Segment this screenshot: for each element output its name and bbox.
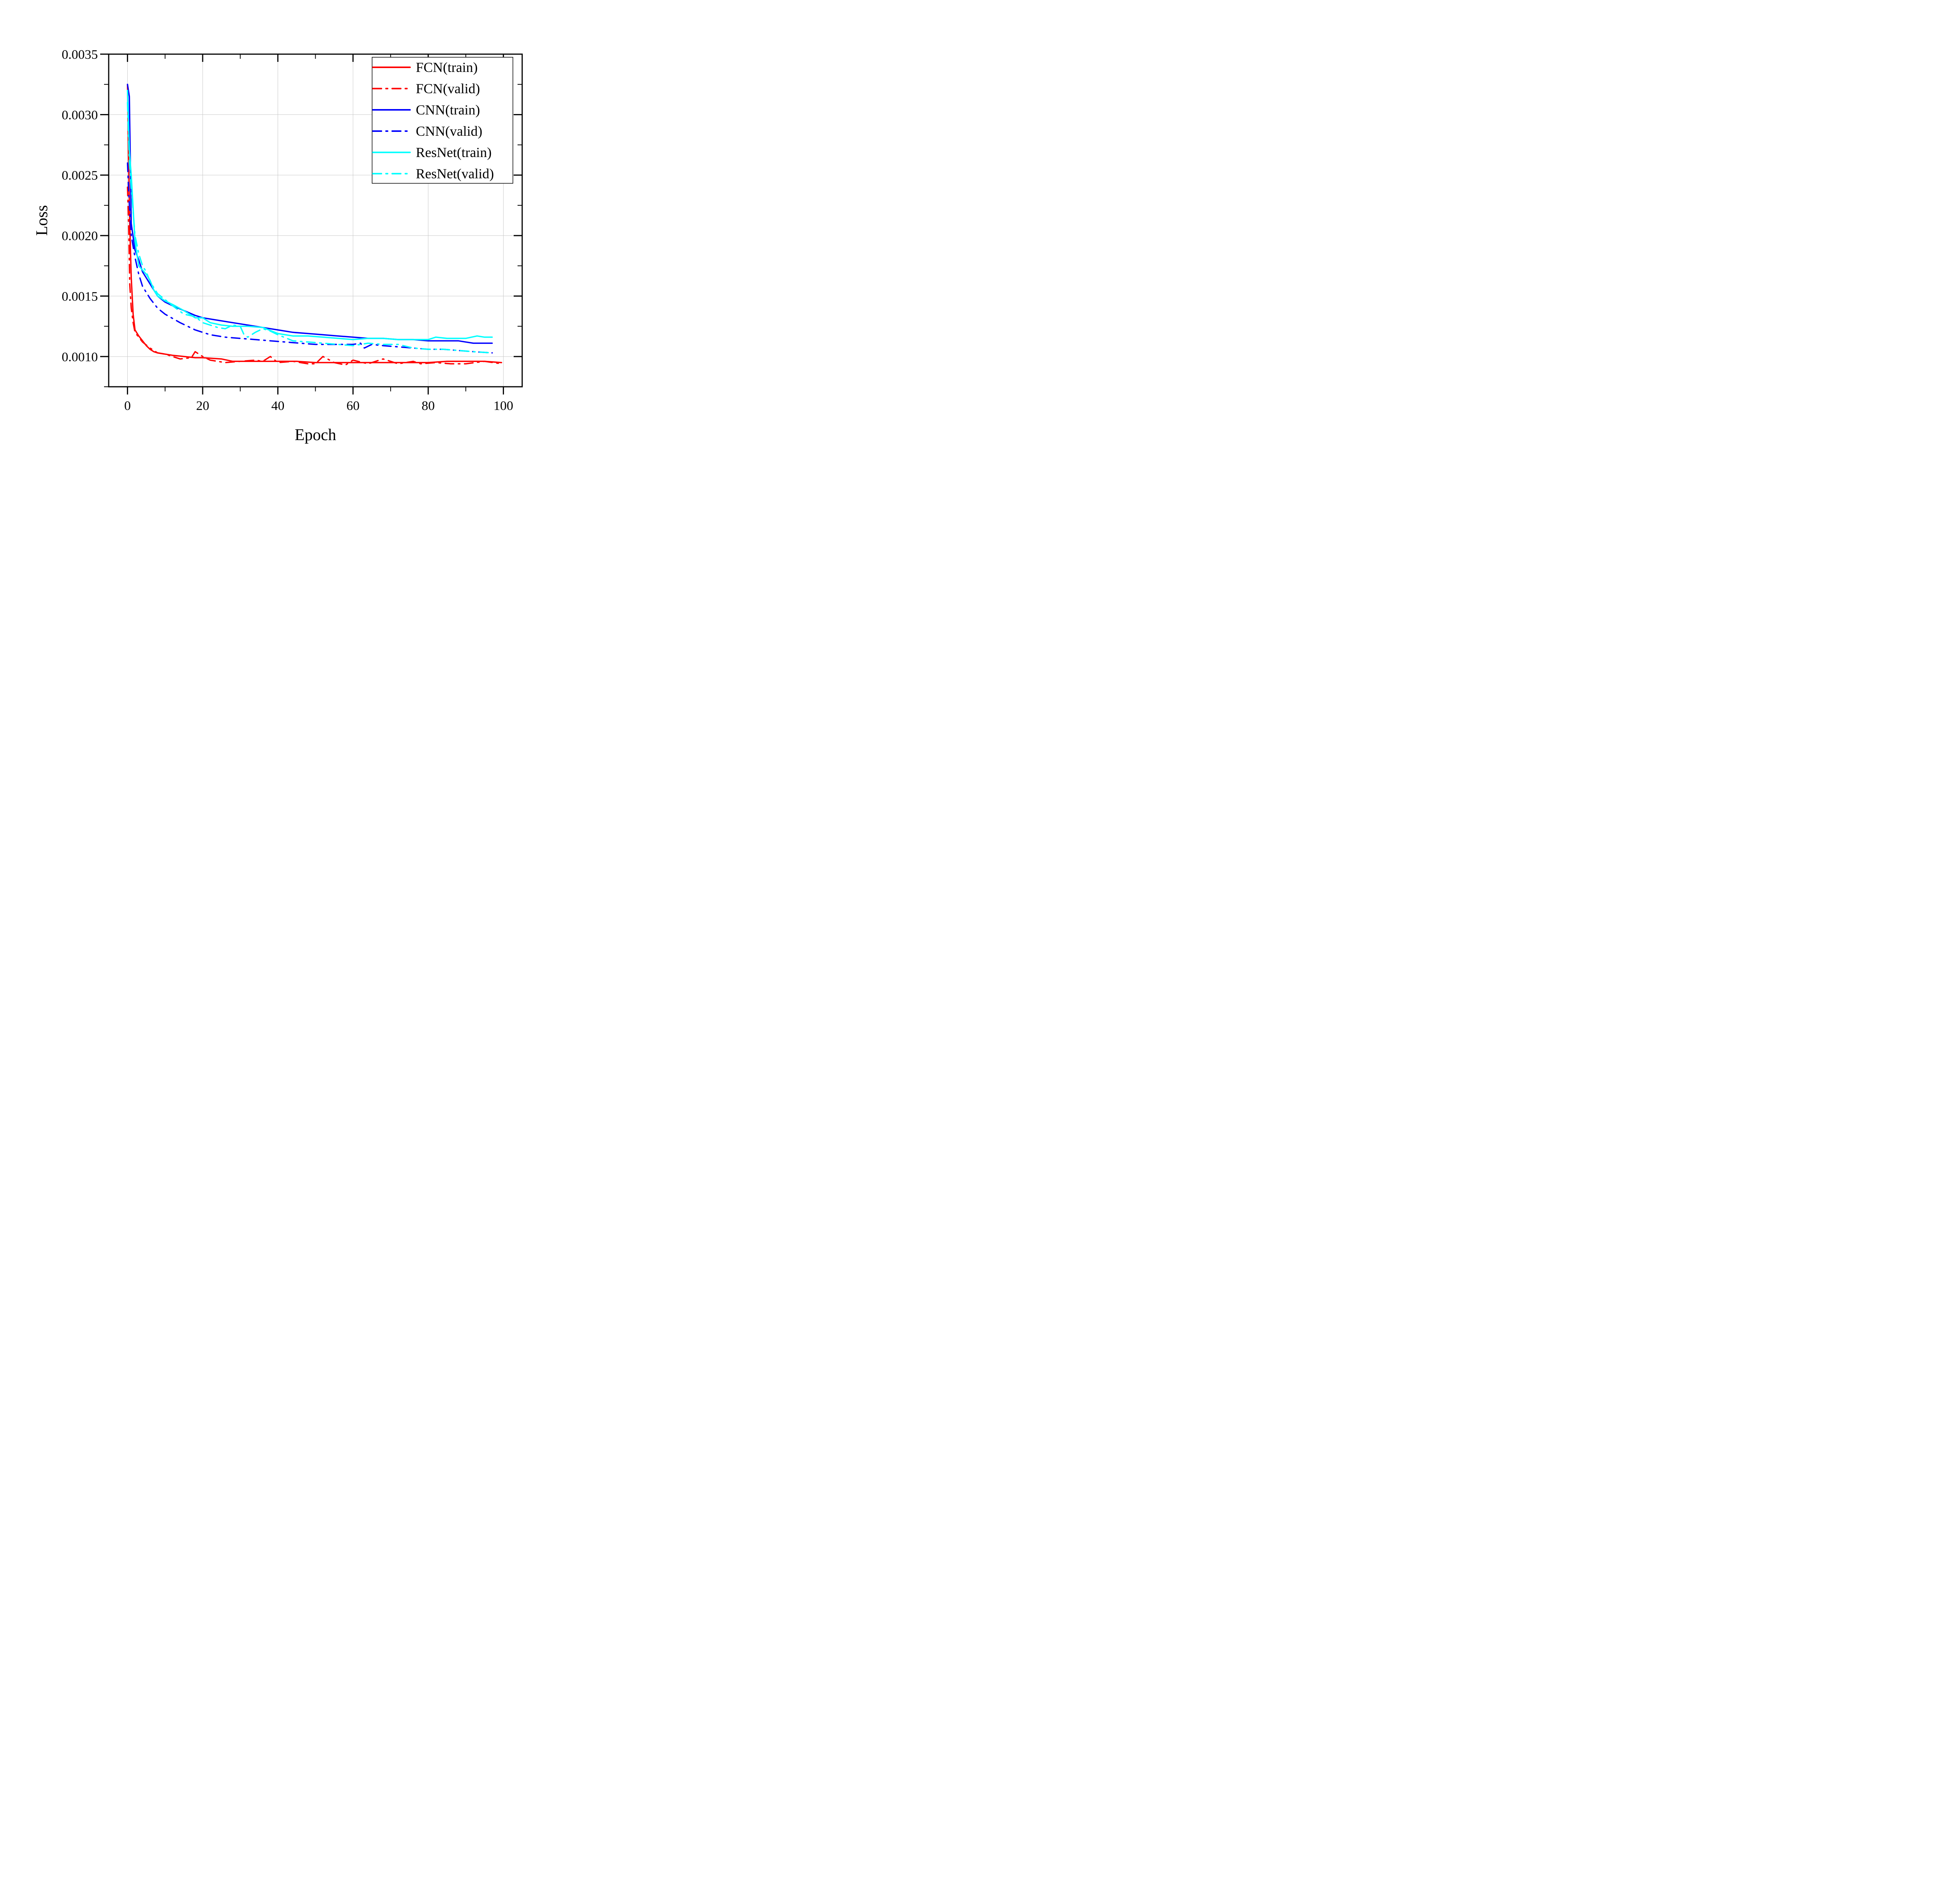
x-axis-title: Epoch — [295, 426, 336, 444]
legend-label: FCN(valid) — [416, 81, 480, 96]
x-tick-label: 0 — [124, 399, 131, 413]
x-tick-labels: 0 20 40 60 80 100 — [124, 399, 513, 413]
legend-label: CNN(valid) — [416, 123, 482, 139]
series-line-fcn-valid — [126, 186, 502, 366]
x-tick-label: 40 — [271, 399, 284, 413]
y-tick-label: 0.0025 — [62, 169, 98, 183]
series-line-cnn-valid — [126, 162, 493, 354]
y-tick-label: 0.0030 — [62, 108, 98, 122]
y-tick-label: 0.0035 — [62, 48, 98, 62]
legend-label: CNN(train) — [416, 102, 480, 118]
x-tick-label: 60 — [347, 399, 360, 413]
legend-box — [372, 57, 513, 184]
loss-chart: 0 20 40 60 80 100 0.00100.00150.00200.00250.0… — [33, 48, 523, 444]
y-axis-title: Loss — [33, 205, 51, 236]
legend-label: ResNet(train) — [416, 145, 492, 160]
x-tick-label: 20 — [196, 399, 209, 413]
series-lines — [126, 84, 502, 366]
legend: FCN(train) FCN(valid) CNN(train) CNN(valid)… — [372, 57, 513, 184]
y-tick-labels: 0.0010 0.0015 0.0020 0.0025 0.0030 0.0035 — [62, 48, 98, 364]
series-line-fcn-train — [126, 84, 502, 364]
x-tick-label: 80 — [422, 399, 435, 413]
legend-label: ResNet(valid) — [416, 166, 494, 181]
y-tick-label: 0.0010 — [62, 350, 98, 364]
x-tick-label: 100 — [494, 399, 513, 413]
y-tick-label: 0.0015 — [62, 289, 98, 304]
y-tick-label: 0.0020 — [62, 229, 98, 243]
legend-label: FCN(train) — [416, 60, 478, 75]
